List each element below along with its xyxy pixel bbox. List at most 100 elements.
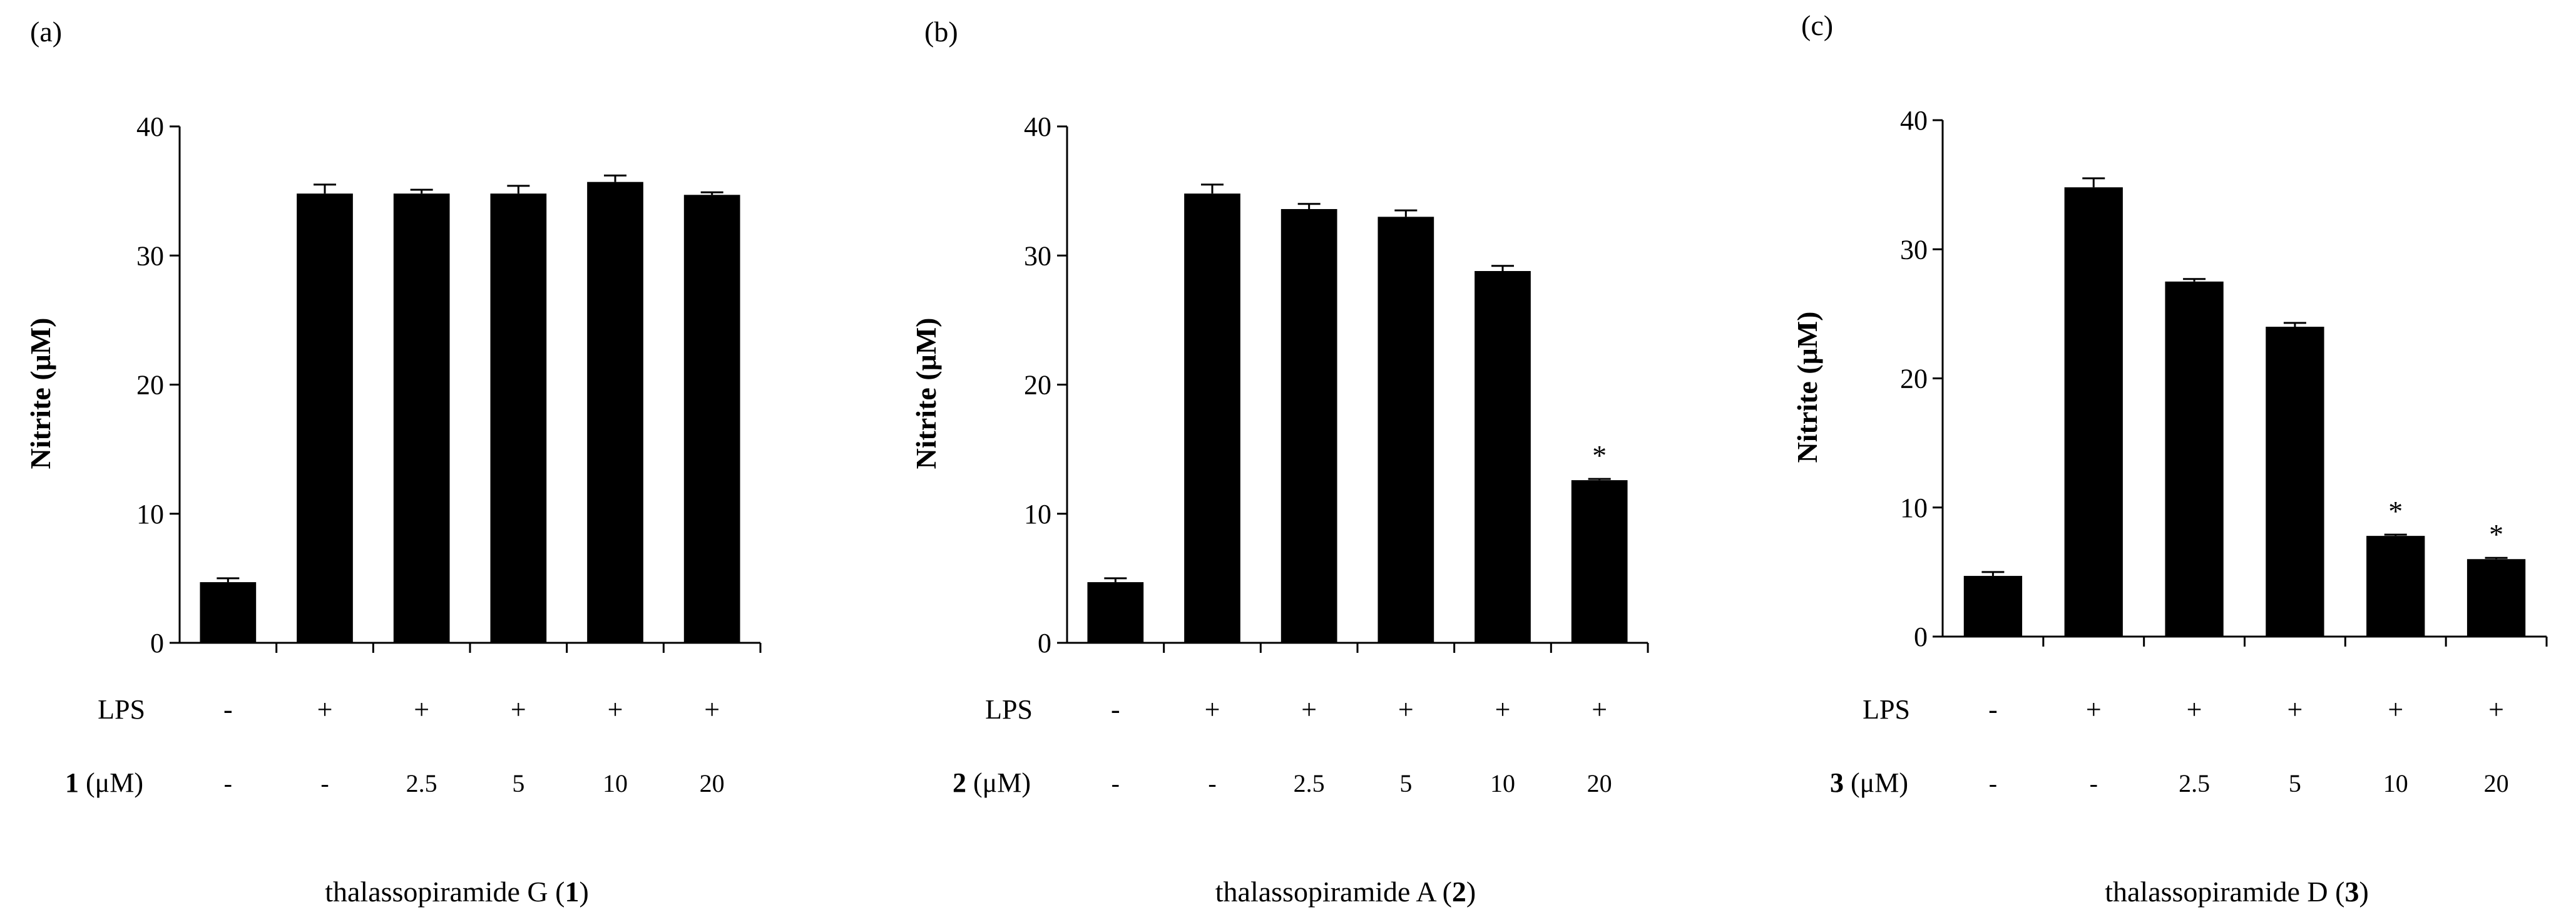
conc-unit: (μM) (1844, 767, 1908, 798)
conc-value-6: 20 (700, 769, 725, 797)
lps-value-3: + (2187, 694, 2202, 725)
lps-row-label: LPS (1863, 694, 1910, 725)
y-tick-label: 10 (1900, 493, 1928, 523)
caption-text: thalassopiramide G ( (325, 876, 565, 908)
y-tick-label: 40 (1024, 111, 1051, 142)
lps-value-3: + (1301, 694, 1317, 725)
lps-value-1: - (223, 694, 233, 725)
conc-value-3: 2.5 (1294, 769, 1325, 797)
caption-text: thalassopiramide D ( (2105, 876, 2344, 908)
y-tick-label: 20 (136, 370, 164, 401)
caption-compound: 2 (1452, 876, 1466, 908)
chart-panel-1: (a) 0 10 20 30 40 Nitrite (μM) - - + - +2.5 +5 +10 +20… (24, 16, 762, 908)
significance-mark-5: * (2388, 495, 2403, 527)
bar-3 (1280, 209, 1337, 643)
lps-value-3: + (414, 694, 429, 725)
y-axis-label: Nitrite (μM) (910, 318, 942, 469)
panel-caption: thalassopiramide G (1) (325, 876, 589, 908)
conc-row-label: 2 (μM) (953, 767, 1031, 798)
conc-unit: (μM) (79, 767, 143, 798)
bar-1 (1963, 576, 2023, 637)
panel-caption: thalassopiramide A (2) (1215, 876, 1476, 908)
conc-value-6: 20 (2484, 769, 2509, 797)
conc-value-4: 5 (512, 769, 524, 797)
bar-6 (683, 195, 740, 643)
caption-end: ) (1466, 876, 1476, 908)
significance-mark-6: * (2489, 518, 2503, 550)
bar-3 (393, 193, 450, 643)
conc-value-5: 10 (2383, 769, 2408, 797)
bar-4 (1377, 217, 1434, 643)
y-tick-label: 10 (1024, 499, 1051, 530)
caption-end: ) (2359, 876, 2368, 908)
conc-value-1: - (224, 769, 232, 797)
lps-value-4: + (2287, 694, 2303, 725)
lps-value-2: + (317, 694, 333, 725)
lps-value-4: + (1398, 694, 1414, 725)
caption-text: thalassopiramide A ( (1215, 876, 1452, 908)
bar-6 (1571, 480, 1628, 643)
significance-mark-6: * (1592, 439, 1607, 471)
compound-number: 2 (953, 767, 966, 798)
bar-6 (2466, 559, 2526, 637)
y-tick-label: 0 (1038, 628, 1051, 658)
lps-value-4: + (511, 694, 526, 725)
compound-number: 1 (65, 767, 79, 798)
conc-value-2: - (1208, 769, 1216, 797)
lps-row-label: LPS (985, 694, 1033, 725)
y-tick-label: 30 (1024, 240, 1051, 271)
y-tick-label: 30 (136, 240, 164, 271)
lps-value-1: - (1988, 694, 1998, 725)
bar-5 (1475, 271, 1531, 643)
y-tick-label: 0 (150, 628, 164, 658)
conc-value-6: 20 (1587, 769, 1612, 797)
y-tick-label: 20 (1024, 370, 1051, 401)
y-tick-label: 10 (136, 499, 164, 530)
bar-4 (2266, 327, 2324, 637)
bar-2 (2064, 187, 2123, 637)
conc-value-2: - (2090, 769, 2098, 797)
bar-5 (2366, 536, 2425, 637)
compound-number: 3 (1830, 767, 1844, 798)
bar-1 (1087, 582, 1144, 643)
bar-3 (2165, 281, 2224, 637)
bar-4 (490, 193, 547, 643)
lps-value-2: + (2086, 694, 2102, 725)
lps-value-5: + (2388, 694, 2403, 725)
conc-value-1: - (1989, 769, 1997, 797)
lps-value-1: - (1111, 694, 1120, 725)
conc-value-3: 2.5 (406, 769, 437, 797)
lps-value-6: + (2488, 694, 2504, 725)
y-axis-label: Nitrite (μM) (1791, 312, 1823, 463)
conc-row-label: 3 (μM) (1830, 767, 1908, 798)
chart-panel-2: (b) 0 10 20 30 40 Nitrite (μM) - - + - +2.5 +5 +10 * +2… (910, 16, 1649, 908)
y-tick-label: 20 (1900, 364, 1928, 394)
lps-value-6: + (704, 694, 720, 725)
conc-value-5: 10 (603, 769, 628, 797)
bar-2 (1184, 193, 1240, 643)
lps-value-5: + (1495, 694, 1511, 725)
chart-panel-3: (c) 0 10 20 30 40 Nitrite (μM) - - + - +2.5 +5 * +10 * +… (1791, 9, 2548, 908)
y-tick-label: 30 (1900, 234, 1928, 265)
y-tick-label: 0 (1914, 622, 1928, 652)
y-axis-label: Nitrite (μM) (24, 318, 56, 469)
lps-value-2: + (1205, 694, 1220, 725)
bar-2 (297, 193, 353, 643)
bar-5 (587, 182, 643, 643)
conc-value-5: 10 (1490, 769, 1515, 797)
conc-value-4: 5 (1399, 769, 1412, 797)
y-tick-label: 40 (1900, 105, 1928, 136)
lps-value-5: + (608, 694, 623, 725)
panel-label: (c) (1801, 9, 1833, 41)
conc-value-4: 5 (2289, 769, 2301, 797)
y-tick-label: 40 (136, 111, 164, 142)
conc-value-3: 2.5 (2179, 769, 2210, 797)
panel-label: (a) (30, 16, 62, 48)
conc-unit: (μM) (966, 767, 1031, 798)
caption-end: ) (579, 876, 588, 908)
caption-compound: 3 (2344, 876, 2359, 908)
conc-value-2: - (320, 769, 329, 797)
lps-value-6: + (1592, 694, 1607, 725)
caption-compound: 1 (565, 876, 579, 908)
